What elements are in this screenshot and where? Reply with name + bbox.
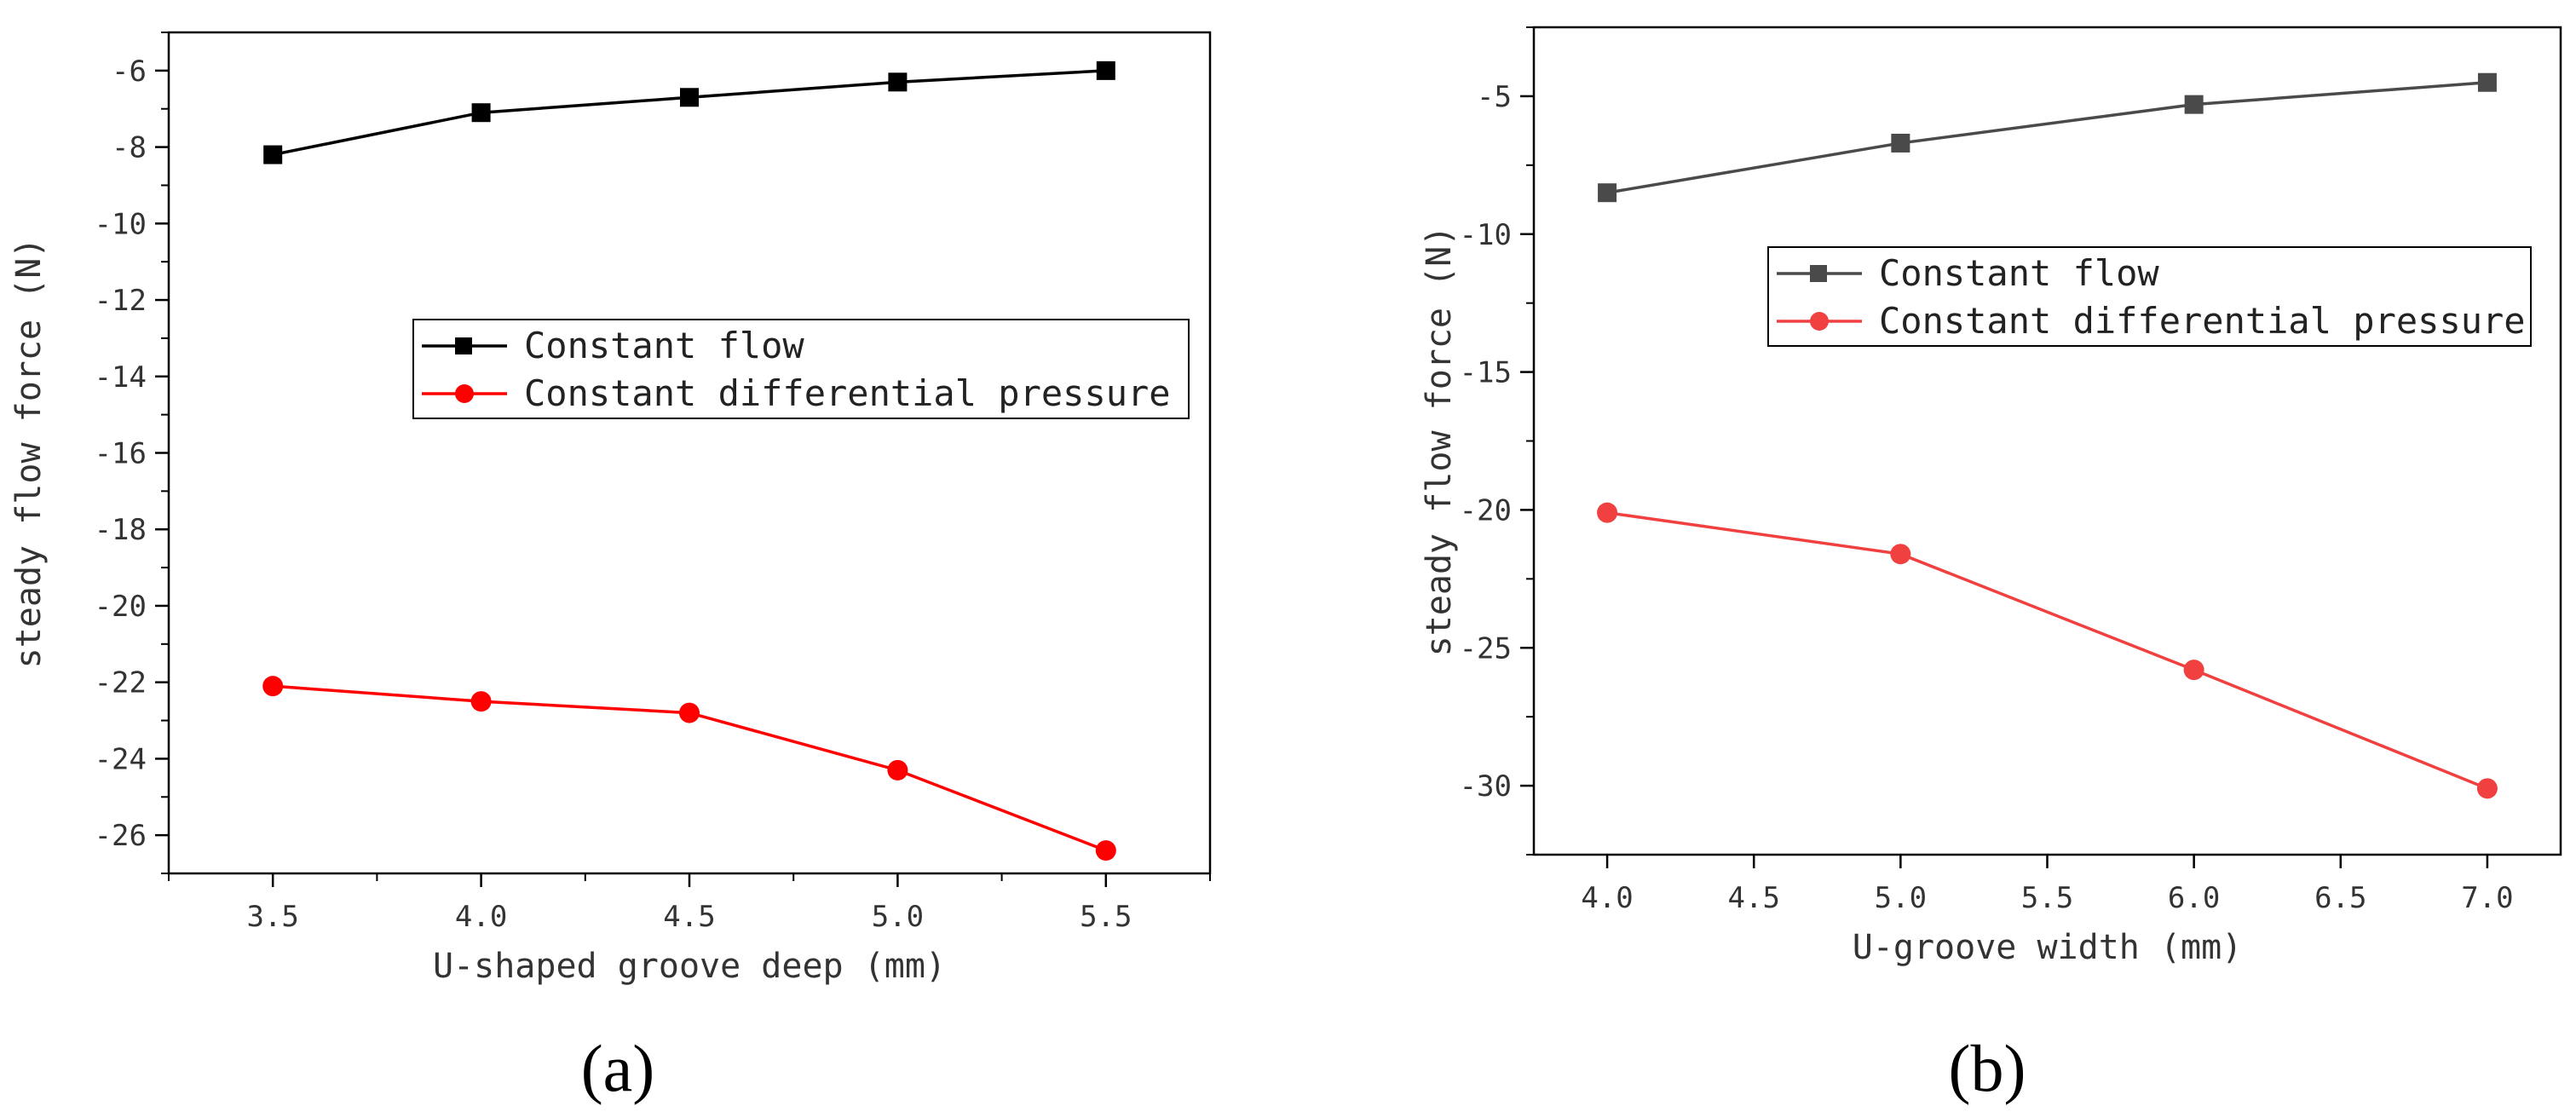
x-tick-label: 4.0 — [1581, 881, 1633, 915]
data-point-square — [2477, 72, 2497, 92]
legend-marker-square — [455, 337, 472, 354]
data-point-square — [471, 103, 491, 123]
x-tick-label: 3.5 — [246, 900, 298, 934]
y-tick-label: -10 — [1460, 218, 1512, 252]
x-tick-label: 5.5 — [2021, 881, 2073, 915]
data-point-square — [888, 72, 908, 92]
y-axis-label: steady flow force (N) — [1420, 226, 1459, 657]
data-point-square — [1096, 60, 1115, 80]
data-point-circle — [1095, 840, 1116, 861]
legend-label: Constant flow — [1879, 252, 2159, 294]
x-tick-label: 4.5 — [1728, 881, 1780, 915]
y-tick-label: -25 — [1460, 631, 1512, 665]
y-tick-label: -8 — [112, 131, 147, 165]
y-axis-label: steady flow force (N) — [9, 238, 49, 669]
y-tick-label: -15 — [1460, 356, 1512, 390]
x-tick-label: 4.5 — [663, 900, 715, 934]
y-tick-label: -20 — [95, 590, 147, 624]
y-tick-label: -20 — [1460, 493, 1512, 527]
y-tick-label: -14 — [95, 360, 147, 395]
y-tick-label: -30 — [1460, 769, 1512, 804]
x-tick-label: 5.0 — [872, 900, 924, 934]
series-line-constant-flow — [272, 69, 1106, 157]
y-tick-label: -22 — [95, 666, 147, 700]
panel-label: (b) — [1949, 1031, 2026, 1105]
x-axis-label: U-shaped groove deep (mm) — [433, 947, 946, 986]
x-tick-label: 7.0 — [2461, 881, 2513, 915]
legend-label: Constant flow — [524, 325, 804, 366]
y-tick-label: -6 — [112, 55, 147, 89]
chart-panel-b: -30 -25 -20 -15 -10 -5 4.0 4.5 5.0 5.5 6.0 6.5 7.0 U-… — [1420, 26, 2562, 1105]
plot-frame — [1532, 26, 2562, 856]
legend-box — [412, 319, 1190, 419]
data-point-circle — [470, 691, 492, 712]
data-point-square — [680, 88, 699, 107]
series-line-constant-differential-pressure — [1606, 510, 2488, 790]
legend-box — [1767, 246, 2532, 347]
legend-label: Constant differential pressure — [1879, 300, 2526, 342]
data-point-circle — [887, 759, 908, 781]
y-tick-label: -24 — [95, 742, 147, 776]
data-point-circle — [1890, 544, 1911, 565]
x-tick-label: 6.5 — [2314, 881, 2366, 915]
x-tick-label: 5.5 — [1080, 900, 1132, 934]
x-tick-label: 6.0 — [2168, 881, 2220, 915]
legend-marker-square — [1810, 265, 1827, 282]
data-point-square — [2184, 95, 2204, 114]
legend-label: Constant differential pressure — [524, 372, 1171, 414]
x-tick-label: 4.0 — [455, 900, 507, 934]
data-point-square — [263, 145, 283, 164]
y-tick-label: -5 — [1477, 80, 1512, 114]
x-axis-label: U-groove width (mm) — [1853, 928, 2243, 967]
series-line-constant-flow — [1606, 80, 2488, 194]
panel-label: (a) — [581, 1031, 655, 1105]
plot-frame — [167, 31, 1212, 875]
data-point-circle — [262, 676, 284, 697]
x-tick-label: 5.0 — [1875, 881, 1927, 915]
data-point-circle — [1597, 502, 1618, 523]
data-point-square — [1891, 133, 1910, 153]
y-tick-label: -26 — [95, 819, 147, 853]
data-point-circle — [2476, 778, 2498, 799]
data-point-circle — [679, 702, 700, 723]
data-point-square — [1598, 183, 1617, 203]
y-tick-label: -12 — [95, 284, 147, 318]
chart-panel-a: -26 -24 -22 -20 -18 -16 -14 -12 -10 -8 -6 3.5 4.0 4.5… — [9, 31, 1212, 1105]
y-tick-label: -16 — [95, 437, 147, 471]
legend-marker-circle — [455, 384, 474, 403]
legend-marker-circle — [1810, 312, 1829, 331]
y-tick-label: -18 — [95, 513, 147, 547]
data-point-circle — [2183, 660, 2204, 681]
y-tick-label: -10 — [95, 207, 147, 241]
